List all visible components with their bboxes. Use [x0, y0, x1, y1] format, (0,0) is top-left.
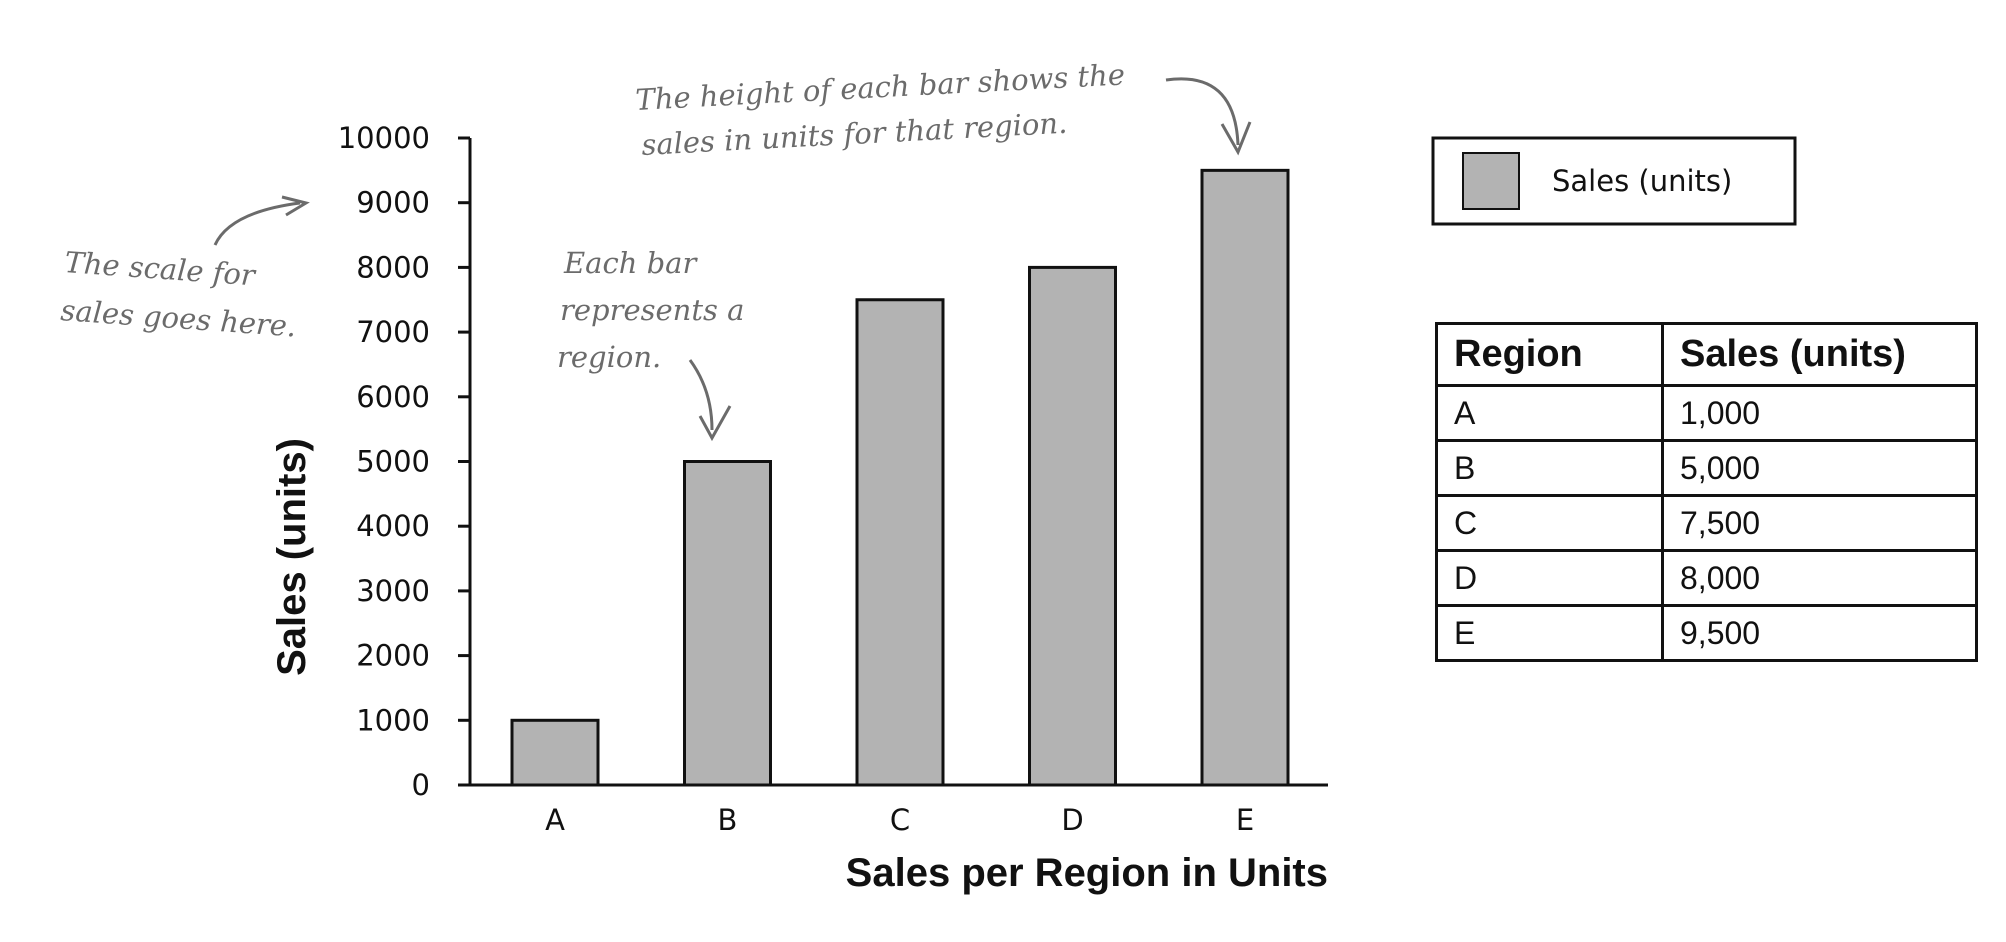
annotation-scale-line-2: sales goes here.	[60, 293, 298, 343]
x-axis-title: Sales per Region in Units	[846, 851, 1328, 895]
table-cell-region: B	[1435, 439, 1664, 497]
y-tick-label: 5000	[356, 445, 430, 479]
table-cell-sales: 7,500	[1661, 494, 1978, 552]
x-category-label: A	[545, 803, 565, 837]
table-cell-region: D	[1435, 549, 1664, 607]
annotation-scale-arrowhead	[281, 195, 310, 217]
table-cell-region: A	[1435, 384, 1664, 442]
bar-c	[855, 298, 945, 787]
y-tick-label: 2000	[356, 639, 430, 673]
x-axis-categories: A B C D E	[545, 803, 1254, 837]
y-tick-label: 8000	[356, 250, 430, 284]
y-tick-label: 3000	[356, 574, 430, 608]
table-row: D 8,000	[1435, 549, 1978, 607]
bar-d	[1028, 265, 1117, 787]
annotation-bar-arrowhead	[698, 405, 732, 442]
annotation-scale: The scale for sales goes here.	[60, 195, 310, 343]
table-row: B 5,000	[1435, 439, 1978, 497]
bar-a	[510, 718, 600, 787]
x-category-label: B	[718, 803, 738, 837]
legend: Sales (units)	[1431, 136, 1797, 226]
y-axis-ticks: 0 1000 2000 3000 4000 5000 6000 7000 8000 9000 100…	[338, 121, 470, 802]
bar-b	[683, 460, 772, 787]
y-axis-title: Sales (units)	[270, 438, 314, 676]
annotation-scale-line-1: The scale for	[64, 245, 259, 292]
annotation-height-line-2: sales in units for that region.	[641, 106, 1068, 162]
legend-swatch	[1462, 152, 1520, 210]
x-category-label: C	[890, 803, 910, 837]
table-row: A 1,000	[1435, 384, 1978, 442]
annotation-scale-arrow	[213, 201, 301, 246]
table-row: C 7,500	[1435, 494, 1978, 552]
y-tick-label: 1000	[356, 703, 430, 737]
y-tick-label: 0	[412, 768, 430, 802]
table-cell-region: E	[1435, 604, 1664, 662]
annotation-bar-line-2: represents a	[560, 293, 744, 327]
y-tick-label: 10000	[338, 121, 430, 155]
table-header-sales: Sales (units)	[1661, 322, 1978, 387]
x-category-label: E	[1236, 803, 1254, 837]
table-cell-sales: 9,500	[1661, 604, 1978, 662]
annotation-height: The height of each bar shows the sales i…	[635, 57, 1252, 162]
annotation-bar: Each bar represents a region.	[557, 246, 744, 442]
bars	[510, 168, 1290, 787]
annotation-height-arrow	[1165, 77, 1240, 146]
annotation-bar-arrow	[688, 359, 714, 431]
annotation-height-arrowhead	[1220, 121, 1252, 156]
data-table: Region Sales (units) A 1,000 B 5,000 C 7…	[1435, 322, 1978, 662]
table-cell-sales: 5,000	[1661, 439, 1978, 497]
table-cell-region: C	[1435, 494, 1664, 552]
table-header-row: Region Sales (units)	[1435, 322, 1978, 387]
table-cell-sales: 1,000	[1661, 384, 1978, 442]
legend-label: Sales (units)	[1552, 164, 1732, 198]
table-header-region: Region	[1435, 322, 1664, 387]
y-tick-label: 4000	[356, 509, 430, 543]
table-row: E 9,500	[1435, 604, 1978, 662]
y-tick-label: 6000	[356, 380, 430, 414]
table-cell-sales: 8,000	[1661, 549, 1978, 607]
annotation-bar-line-3: region.	[557, 340, 661, 374]
annotation-bar-line-1: Each bar	[563, 246, 698, 280]
y-tick-label: 7000	[356, 315, 430, 349]
bar-e	[1200, 168, 1290, 787]
x-category-label: D	[1061, 803, 1083, 837]
y-tick-label: 9000	[356, 186, 430, 220]
